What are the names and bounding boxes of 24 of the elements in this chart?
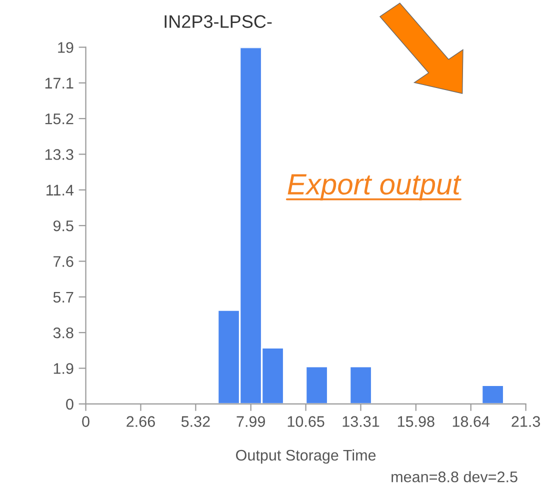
x-tick-label: 18.64 bbox=[452, 416, 490, 427]
x-axis-title: Output Storage Time bbox=[236, 449, 376, 464]
chart-title: IN2P3-LPSC- bbox=[164, 15, 272, 28]
text: mean=8.8 dev=2.5 bbox=[392, 471, 518, 482]
y-tick-label: 13.3 bbox=[45, 149, 74, 160]
y-tick-label: 5.7 bbox=[53, 292, 74, 303]
x-tick-label: 7.99 bbox=[236, 416, 265, 427]
x-tick-label: 0 bbox=[82, 416, 90, 427]
y-tick-label: 3.8 bbox=[53, 327, 74, 338]
annotation: Export output bbox=[288, 174, 462, 200]
x-tick-label: 2.66 bbox=[126, 416, 155, 427]
y-tick-label: 9.5 bbox=[53, 220, 74, 232]
x-tick-label: 10.65 bbox=[288, 416, 324, 427]
x-tick-label: 21.3 bbox=[512, 416, 540, 427]
y-tick-label: 17.1 bbox=[45, 78, 74, 88]
y-tick-label: 11.4 bbox=[46, 184, 74, 196]
y-tick-label: 1.9 bbox=[54, 363, 74, 374]
y-tick-label: 19 bbox=[58, 42, 74, 53]
y-tick-label: 15.2 bbox=[45, 113, 74, 124]
x-tick-label: 15.98 bbox=[398, 416, 434, 427]
x-tick-label: 13.31 bbox=[342, 416, 380, 427]
y-tick-label: 0 bbox=[66, 398, 74, 410]
y-tick-label: 7.6 bbox=[54, 256, 74, 267]
x-tick-label: 5.32 bbox=[181, 416, 210, 427]
